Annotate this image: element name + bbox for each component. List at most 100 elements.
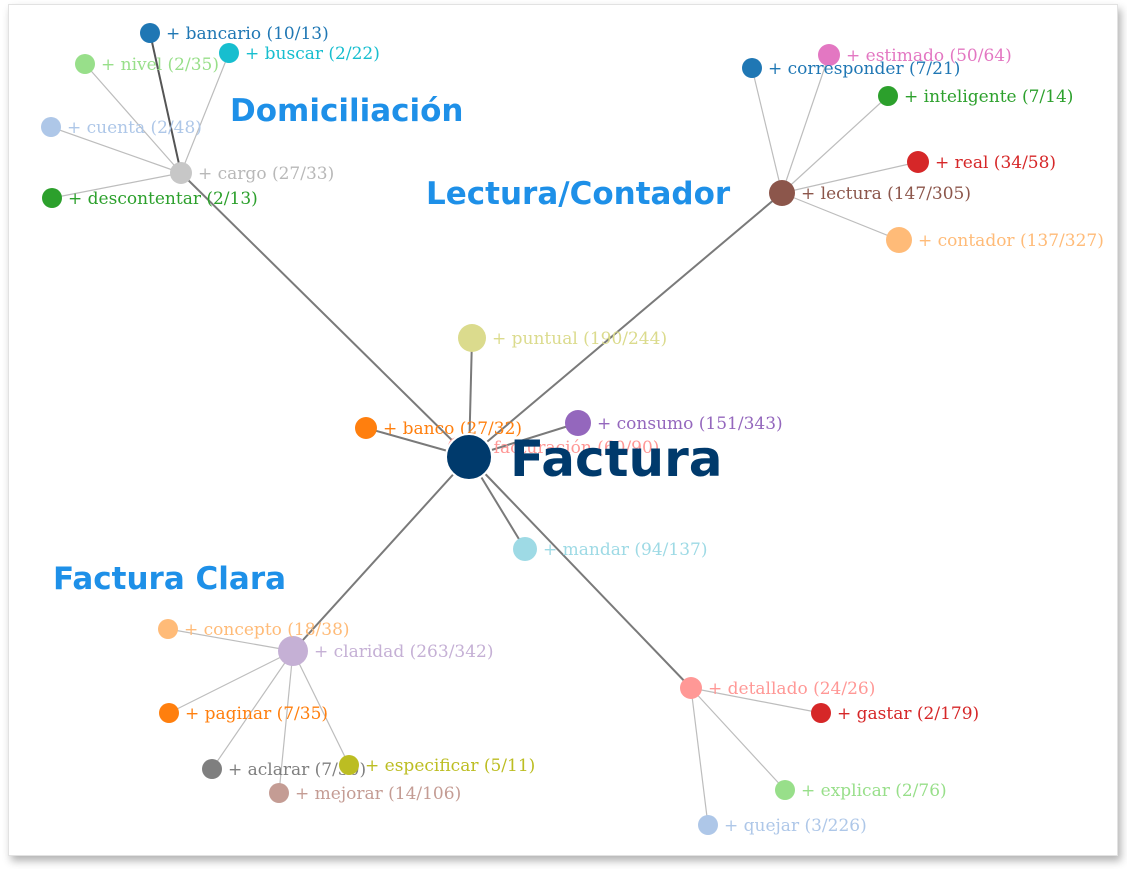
node-descontentar[interactable]: + descontentar (2/13) bbox=[42, 188, 258, 209]
node-puntual[interactable]: + puntual (190/244) bbox=[458, 324, 667, 352]
node-circle-paginar[interactable] bbox=[159, 703, 179, 723]
edge-detallado-quejar bbox=[690, 687, 709, 826]
edge-root-cargo bbox=[180, 172, 470, 458]
cluster-label-lectura: Lectura/Contador bbox=[426, 176, 731, 212]
edge-lectura-estimado bbox=[781, 54, 830, 194]
edge-cargo-descontentar bbox=[51, 172, 182, 199]
node-mandar[interactable]: + mandar (94/137) bbox=[513, 537, 707, 561]
node-detallado[interactable]: + detallado (24/26) bbox=[680, 677, 875, 699]
node-label-cuenta: + cuenta (2/48) bbox=[67, 118, 202, 138]
root-node[interactable]: Factura bbox=[445, 430, 723, 488]
node-label-claridad: + claridad (263/342) bbox=[314, 642, 494, 662]
cluster-labels-layer: Domiciliación Lectura/Contador Factura Cla… bbox=[53, 93, 731, 597]
edge-cargo-nivel bbox=[84, 63, 182, 174]
node-circle-claridad[interactable] bbox=[278, 636, 308, 666]
node-circle-aclarar[interactable] bbox=[202, 759, 222, 779]
edge-claridad-concepto bbox=[167, 628, 294, 652]
node-aclarar[interactable]: + aclarar (7/30) bbox=[202, 759, 366, 780]
edge-claridad-especificar bbox=[292, 650, 350, 766]
root-node-circle[interactable] bbox=[445, 433, 493, 481]
node-circle-cuenta[interactable] bbox=[41, 117, 61, 137]
node-estimado[interactable]: + estimado (50/64) bbox=[818, 44, 1012, 66]
node-label-real: + real (34/58) bbox=[935, 153, 1056, 173]
node-label-buscar: + buscar (2/22) bbox=[245, 44, 380, 64]
node-label-contador: + contador (137/327) bbox=[918, 231, 1104, 251]
node-circle-inteligente[interactable] bbox=[878, 86, 898, 106]
edge-detallado-explicar bbox=[690, 687, 786, 791]
edge-root-claridad bbox=[292, 456, 470, 652]
edge-lectura-corresponder bbox=[751, 67, 783, 194]
node-label-facturacion: + facturación (60/90) bbox=[474, 438, 659, 458]
node-inteligente[interactable]: + inteligente (7/14) bbox=[878, 86, 1073, 107]
root-node-label: Factura bbox=[510, 430, 723, 488]
node-circle-contador[interactable] bbox=[886, 227, 912, 253]
node-circle-banco[interactable] bbox=[355, 417, 377, 439]
node-label-estimado: + estimado (50/64) bbox=[846, 46, 1012, 66]
node-consumo[interactable]: + consumo (151/343) bbox=[565, 410, 783, 436]
cluster-label-clara: Factura Clara bbox=[53, 561, 286, 597]
edge-cargo-bancario bbox=[149, 32, 182, 174]
edge-lectura-contador bbox=[781, 192, 900, 241]
node-circle-gastar[interactable] bbox=[811, 703, 831, 723]
node-lectura[interactable]: + lectura (147/305) bbox=[769, 180, 971, 206]
node-real[interactable]: + real (34/58) bbox=[907, 151, 1056, 173]
node-circle-real[interactable] bbox=[907, 151, 929, 173]
node-explicar[interactable]: + explicar (2/76) bbox=[775, 780, 947, 801]
node-circle-puntual[interactable] bbox=[458, 324, 486, 352]
node-concepto[interactable]: + concepto (18/38) bbox=[158, 619, 350, 640]
node-label-banco: + banco (27/32) bbox=[383, 419, 522, 439]
edge-lectura-real bbox=[781, 161, 919, 194]
node-circle-descontentar[interactable] bbox=[42, 188, 62, 208]
node-bancario[interactable]: + bancario (10/13) bbox=[140, 23, 329, 44]
node-circle-consumo[interactable] bbox=[565, 410, 591, 436]
node-circle-mejorar[interactable] bbox=[269, 783, 289, 803]
node-circle-concepto[interactable] bbox=[158, 619, 178, 639]
node-contador[interactable]: + contador (137/327) bbox=[886, 227, 1104, 253]
node-label-corresponder: + corresponder (7/21) bbox=[768, 59, 960, 79]
node-circle-corresponder[interactable] bbox=[742, 58, 762, 78]
node-label-nivel: + nivel (2/35) bbox=[101, 55, 219, 75]
node-circle-especificar[interactable] bbox=[339, 755, 359, 775]
node-label-paginar: + paginar (7/35) bbox=[185, 704, 328, 724]
node-nivel[interactable]: + nivel (2/35) bbox=[75, 54, 219, 75]
node-gastar[interactable]: + gastar (2/179) bbox=[811, 703, 979, 724]
node-label-quejar: + quejar (3/226) bbox=[724, 816, 867, 836]
cluster-label-domiciliacion: Domiciliación bbox=[230, 93, 464, 129]
node-buscar[interactable]: + buscar (2/22) bbox=[219, 43, 380, 64]
node-paginar[interactable]: + paginar (7/35) bbox=[159, 703, 328, 724]
edge-lectura-inteligente bbox=[781, 95, 889, 194]
diagram-card bbox=[8, 4, 1118, 856]
node-circle-detallado[interactable] bbox=[680, 677, 702, 699]
node-circle-estimado[interactable] bbox=[818, 44, 840, 66]
node-mejorar[interactable]: + mejorar (14/106) bbox=[269, 783, 461, 804]
node-label-detallado: + detallado (24/26) bbox=[708, 679, 875, 699]
nodes-layer: + cargo (27/33) + bancario (10/13)+ busca… bbox=[41, 23, 1104, 836]
node-circle-bancario[interactable] bbox=[140, 23, 160, 43]
node-circle-mandar[interactable] bbox=[513, 537, 537, 561]
node-quejar[interactable]: + quejar (3/226) bbox=[698, 815, 867, 836]
node-especificar[interactable]: + especificar (5/11) bbox=[339, 755, 535, 776]
node-claridad[interactable]: + claridad (263/342) bbox=[278, 636, 494, 666]
edge-root-detallado bbox=[468, 456, 692, 689]
node-circle-explicar[interactable] bbox=[775, 780, 795, 800]
node-circle-lectura[interactable] bbox=[769, 180, 795, 206]
node-label-consumo: + consumo (151/343) bbox=[597, 414, 783, 434]
node-cuenta[interactable]: + cuenta (2/48) bbox=[41, 117, 202, 138]
node-label-lectura: + lectura (147/305) bbox=[801, 184, 971, 204]
edge-claridad-mejorar bbox=[278, 650, 294, 794]
node-label-mandar: + mandar (94/137) bbox=[543, 540, 707, 560]
node-circle-nivel[interactable] bbox=[75, 54, 95, 74]
node-banco[interactable]: + banco (27/32) bbox=[355, 417, 522, 439]
node-corresponder[interactable]: + corresponder (7/21) bbox=[742, 58, 960, 79]
node-cargo[interactable]: + cargo (27/33) bbox=[170, 162, 334, 184]
node-label-puntual: + puntual (190/244) bbox=[492, 329, 667, 349]
node-label-especificar: + especificar (5/11) bbox=[365, 756, 535, 776]
node-circle-quejar[interactable] bbox=[698, 815, 718, 835]
node-circle-cargo[interactable] bbox=[170, 162, 192, 184]
node-circle-buscar[interactable] bbox=[219, 43, 239, 63]
node-label-mejorar: + mejorar (14/106) bbox=[295, 784, 461, 804]
node-label-inteligente: + inteligente (7/14) bbox=[904, 87, 1073, 107]
node-label-aclarar: + aclarar (7/30) bbox=[228, 760, 366, 780]
edge-detallado-gastar bbox=[690, 687, 822, 714]
